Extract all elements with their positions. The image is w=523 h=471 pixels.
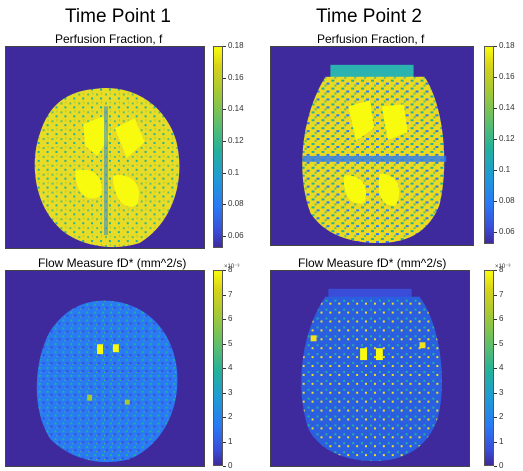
colorbar-tick-label: 0.06 [499, 227, 515, 237]
panel-title-tp1-flow: Flow Measure fD* (mm^2/s) [38, 256, 187, 270]
colorbar-tick-mark [494, 319, 497, 320]
colorbar-tick-mark [223, 466, 226, 467]
colorbar-tick-mark [494, 294, 497, 296]
colorbar-tick-mark [223, 204, 226, 206]
colorbar-tick-mark [223, 319, 226, 320]
colorbar-tick-mark [494, 392, 497, 394]
colorbar-flow-tp1 [213, 270, 223, 466]
colorbar-tick-label: 5 [499, 338, 504, 348]
panel-title-tp2-flow: Flow Measure fD* (mm^2/s) [298, 256, 447, 270]
colorbar-tick-mark [223, 392, 226, 394]
colorbar-tick-label: 0.06 [228, 230, 244, 240]
colorbar-tick-label: 0.14 [499, 103, 515, 113]
colorbar-tick-label: 0.1 [228, 167, 240, 177]
colorbar-tick-label: 1 [228, 436, 233, 446]
colorbar-tick-label: 0.08 [499, 196, 515, 206]
colorbar-tick-label: 5 [228, 338, 233, 348]
colorbar-tick-label: 4 [228, 363, 233, 372]
colorbar-tick-mark [494, 270, 497, 271]
colorbar-tick-mark [494, 201, 497, 203]
perfusion-map-tp2 [270, 46, 474, 246]
colorbar-exponent-tp2: ×10⁻³ [495, 264, 511, 270]
colorbar-flow-tp2 [484, 270, 494, 466]
colorbar-tick-mark [494, 139, 497, 141]
column-title-time-point-1: Time Point 1 [65, 6, 171, 27]
colorbar-tick-mark [494, 232, 497, 234]
colorbar-tick-mark [223, 77, 226, 79]
colorbar-tick-mark [494, 343, 497, 345]
column-title-time-point-2: Time Point 2 [316, 6, 422, 27]
colorbar-tick-label: 0 [228, 461, 233, 470]
colorbar-tick-mark [494, 46, 497, 47]
colorbar-tick-label: 0.18 [499, 41, 515, 50]
colorbar-tick-label: 8 [228, 265, 233, 274]
colorbar-tick-label: 6 [499, 314, 504, 323]
colorbar-tick-mark [494, 368, 497, 369]
colorbar-exponent-tp1: ×10⁻³ [224, 264, 240, 270]
colorbar-tick-label: 0.12 [499, 134, 515, 144]
perfusion-map-tp1 [5, 46, 205, 249]
colorbar-tick-label: 0.1 [499, 165, 511, 175]
colorbar-tick-mark [494, 77, 497, 79]
colorbar-tick-mark [494, 108, 497, 110]
colorbar-tick-mark [223, 109, 226, 111]
colorbar-tick-mark [223, 368, 226, 369]
colorbar-tick-mark [494, 417, 497, 418]
colorbar-tick-mark [494, 466, 497, 467]
colorbar-tick-mark [223, 441, 226, 443]
colorbar-tick-mark [223, 294, 226, 296]
colorbar-tick-mark [223, 343, 226, 345]
colorbar-perfusion-tp2 [484, 46, 494, 244]
colorbar-tick-label: 0.12 [228, 135, 244, 145]
colorbar-tick-label: 7 [499, 289, 504, 299]
colorbar-tick-label: 0.18 [228, 41, 244, 50]
flow-map-tp2 [270, 270, 470, 467]
flow-map-tp1 [5, 270, 205, 467]
colorbar-tick-label: 7 [228, 289, 233, 299]
colorbar-tick-label: 0.16 [499, 72, 515, 82]
colorbar-tick-label: 0.14 [228, 104, 244, 114]
colorbar-tick-label: 2 [499, 412, 504, 421]
colorbar-tick-label: 2 [228, 412, 233, 421]
colorbar-tick-mark [494, 170, 497, 172]
colorbar-tick-label: 4 [499, 363, 504, 372]
colorbar-tick-label: 0.08 [228, 199, 244, 209]
panel-title-tp2-perfusion: Perfusion Fraction, f [317, 32, 425, 46]
colorbar-tick-mark [223, 140, 226, 142]
colorbar-tick-label: 3 [499, 387, 504, 397]
colorbar-tick-mark [223, 235, 226, 237]
colorbar-tick-mark [223, 46, 226, 47]
colorbar-tick-label: 6 [228, 314, 233, 323]
colorbar-tick-label: 8 [499, 265, 504, 274]
colorbar-perfusion-tp1 [213, 46, 223, 248]
colorbar-tick-mark [223, 270, 226, 271]
colorbar-tick-label: 1 [499, 436, 504, 446]
colorbar-tick-mark [223, 172, 226, 174]
panel-title-tp1-perfusion: Perfusion Fraction, f [55, 32, 163, 46]
colorbar-tick-label: 0 [499, 461, 504, 470]
colorbar-tick-mark [223, 417, 226, 418]
colorbar-tick-label: 3 [228, 387, 233, 397]
colorbar-tick-label: 0.16 [228, 72, 244, 82]
colorbar-tick-mark [494, 441, 497, 443]
